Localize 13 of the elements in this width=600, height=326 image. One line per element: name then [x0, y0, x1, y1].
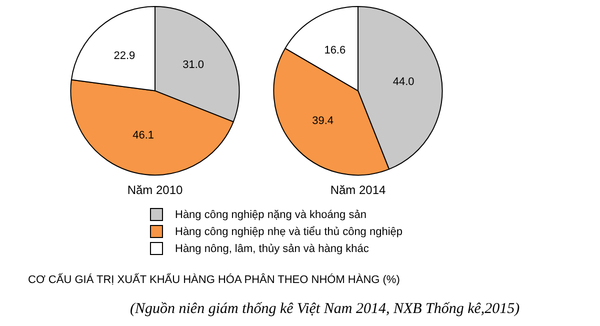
data-label: 16.6: [324, 44, 346, 57]
legend-label: Hàng công nghiệp nặng và khoáng sản: [175, 208, 366, 220]
data-label: 39.4: [312, 115, 334, 128]
text: Năm 2014: [330, 183, 386, 198]
text: (Nguồn niên giám thống kê Việt Nam 2014, NXB Thống kê,2015): [130, 301, 520, 318]
text: Năm 2010: [127, 183, 184, 198]
legend-label: Hàng nông, lâm, thủy sản và hàng khác: [175, 242, 369, 254]
legend-label: Hàng công nghiệp nhẹ và tiểu thủ công nghiệp: [175, 226, 403, 238]
data-label: 46.1: [132, 130, 154, 142]
data-label: 31.0: [182, 58, 204, 71]
data-label: 44.0: [392, 76, 414, 88]
text: CƠ CẤU GIÁ TRỊ XUẤT KHẨU HÀNG HÓA PHÂN THEO NHÓM HÀNG (%): [28, 274, 400, 286]
data-label: 22.9: [114, 50, 136, 62]
